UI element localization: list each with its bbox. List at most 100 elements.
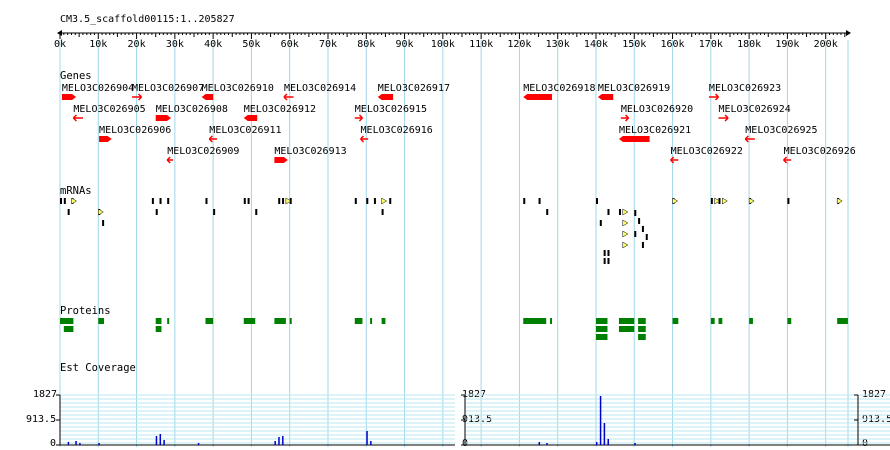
mrna-exon — [102, 220, 105, 226]
mrna-exon — [641, 226, 644, 232]
gene-label: MELO3C026915 — [355, 104, 427, 115]
gene-feature — [99, 136, 112, 142]
coverage-bar — [79, 443, 81, 445]
mrna-utr — [672, 197, 679, 205]
mrna-utr — [622, 219, 629, 227]
protein-block — [550, 318, 553, 324]
gene-label: MELO3C026907 — [132, 83, 204, 94]
protein-block — [787, 318, 792, 324]
gene-feature — [597, 94, 614, 100]
proteins-track-label: Proteins — [60, 305, 111, 317]
coverage-bar — [159, 434, 162, 445]
gene-feature — [61, 94, 77, 100]
gene-arrow-icon — [283, 93, 288, 101]
coverage-bar — [98, 443, 100, 445]
mrna-exon — [389, 198, 392, 204]
coverage-bar — [538, 442, 541, 445]
ruler-tick-label: 70k — [319, 39, 337, 50]
protein-block — [167, 318, 170, 324]
mrna-exon — [607, 250, 610, 256]
coverage-bar — [197, 443, 200, 445]
protein-block — [718, 318, 723, 324]
mrna-utr — [381, 197, 388, 205]
gene-label: MELO3C026923 — [709, 83, 781, 94]
gene-label: MELO3C026912 — [244, 104, 316, 115]
protein-block — [63, 326, 74, 332]
mrna-exon — [523, 198, 526, 204]
gene-label: MELO3C026917 — [378, 83, 450, 94]
coverage-bar — [75, 441, 77, 445]
gene-label: MELO3C026918 — [523, 83, 595, 94]
mrna-exon — [538, 198, 541, 204]
protein-block — [672, 318, 679, 324]
ruler-tick-label: 190k — [775, 39, 799, 50]
mrna-exon — [599, 220, 602, 226]
protein-block — [155, 326, 162, 332]
protein-block — [381, 318, 386, 324]
gene-arrow-icon — [138, 93, 143, 101]
ruler-tick-label: 20k — [128, 39, 146, 50]
mrna-exon — [618, 209, 621, 215]
mrna-exon — [710, 198, 713, 204]
gene-label: MELO3C026909 — [167, 146, 239, 157]
gene-label: MELO3C026910 — [202, 83, 274, 94]
protein-block — [638, 326, 646, 332]
mrna-exon — [278, 198, 281, 204]
mrna-exon — [213, 209, 216, 215]
gene-label: MELO3C026905 — [73, 104, 145, 115]
protein-block — [523, 318, 547, 324]
gene-label: MELO3C026911 — [209, 125, 281, 136]
gene-label: MELO3C026914 — [284, 83, 356, 94]
mrna-exon — [282, 198, 285, 204]
protein-block — [289, 318, 292, 324]
ruler-tick-label: 120k — [507, 39, 531, 50]
mrna-exon — [373, 198, 376, 204]
ruler-tick-label: 110k — [469, 39, 493, 50]
mrna-exon — [381, 209, 384, 215]
genes-track-label: Genes — [60, 70, 92, 82]
mrna-exon — [607, 209, 610, 215]
protein-block — [618, 318, 635, 324]
ruler-tick-label: 140k — [584, 39, 608, 50]
gene-arrow-icon — [358, 114, 363, 122]
est-panel-1-max: 1827 — [33, 389, 58, 400]
est-panel-1-min: 0 — [50, 438, 57, 449]
mrna-exon — [603, 258, 606, 264]
protein-block — [638, 318, 646, 324]
mrna-utr — [622, 241, 629, 249]
mrna-exon — [67, 209, 70, 215]
ruler-tick-label: 80k — [357, 39, 375, 50]
coverage-bar — [274, 441, 276, 445]
coverage-bar — [607, 439, 609, 445]
gene-arrow-icon — [624, 114, 630, 122]
protein-block — [370, 318, 373, 324]
ruler-tick-label: 60k — [281, 39, 299, 50]
gene-arrow-icon — [783, 156, 788, 164]
coverage-bar — [163, 440, 165, 445]
ruler-tick-label: 150k — [622, 39, 646, 50]
mrna-exon — [63, 198, 66, 204]
mrna-utr — [285, 197, 292, 205]
gene-feature — [377, 94, 394, 100]
protein-block — [595, 334, 608, 340]
gene-feature — [523, 94, 552, 100]
mrna-utr — [622, 230, 629, 238]
mrna-utr — [836, 197, 843, 205]
protein-block — [60, 318, 74, 324]
mrna-exon — [634, 210, 637, 216]
gene-label: MELO3C026913 — [274, 146, 346, 157]
mrna-exon — [354, 198, 357, 204]
mrna-exon — [167, 198, 170, 204]
mrna-exon — [634, 231, 637, 237]
mrna-exon — [159, 198, 162, 204]
protein-block — [749, 318, 753, 324]
coverage-bar — [546, 443, 548, 445]
protein-block — [837, 318, 848, 324]
gene-label: MELO3C026926 — [784, 146, 856, 157]
protein-block — [155, 318, 162, 324]
coverage-bar — [278, 437, 280, 445]
gene-label: MELO3C026916 — [361, 125, 433, 136]
gene-label: MELO3C026904 — [62, 83, 134, 94]
